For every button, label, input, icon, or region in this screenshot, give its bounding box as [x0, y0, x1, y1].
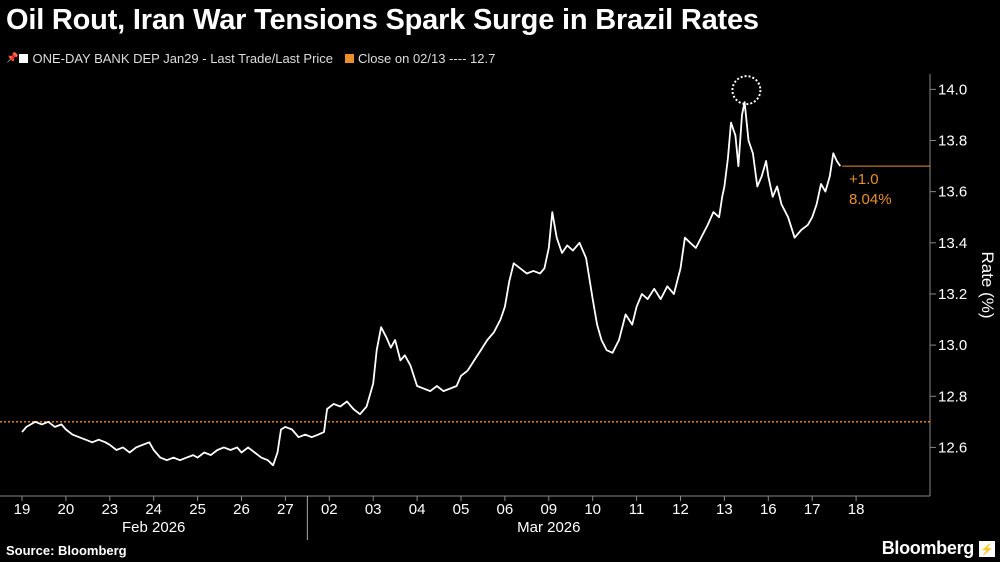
x-tick-label: 26 — [233, 501, 250, 518]
x-tick-label: 17 — [804, 501, 821, 518]
y-tick-label: 13.8 — [938, 132, 967, 149]
x-tick-label: 24 — [145, 501, 162, 518]
x-tick-label: 23 — [101, 501, 118, 518]
x-tick-label: 25 — [189, 501, 206, 518]
y-tick-label: 13.6 — [938, 184, 967, 201]
y-tick-label: 12.8 — [938, 388, 967, 405]
x-tick-label: 16 — [760, 501, 777, 518]
x-tick-label: 19 — [14, 501, 31, 518]
x-tick-label: 11 — [629, 501, 645, 518]
pct-annotation: 8.04% — [849, 191, 892, 208]
y-tick-label: 13.4 — [938, 235, 967, 252]
y-axis-label: Rate (%) — [978, 251, 997, 318]
x-tick-label: 03 — [365, 501, 382, 518]
x-tick-label: 18 — [848, 501, 865, 518]
bloomberg-mark-icon: ⚡ — [979, 541, 995, 557]
pin-icon: 📌 — [6, 53, 19, 64]
series-legend-label: ONE-DAY BANK DEP Jan29 - Last Trade/Last… — [32, 51, 334, 66]
y-tick-label: 14.0 — [938, 81, 967, 98]
reference-legend-label: Close on 02/13 ---- 12.7 — [358, 51, 496, 66]
x-month-label: Mar 2026 — [517, 519, 580, 536]
series-line — [21, 101, 842, 467]
series-swatch — [19, 54, 29, 63]
y-tick-label: 13.0 — [938, 337, 967, 354]
chart-legend: 📌 ONE-DAY BANK DEP Jan29 - Last Trade/La… — [6, 51, 495, 66]
bloomberg-logo: Bloomberg — [881, 538, 975, 558]
x-tick-label: 20 — [58, 501, 75, 518]
source-note: Source: Bloomberg — [6, 543, 127, 558]
change-annotation: +1.0 — [849, 171, 879, 188]
x-tick-label: 10 — [584, 501, 601, 518]
x-tick-label: 13 — [716, 501, 733, 518]
x-month-label: Feb 2026 — [122, 519, 185, 536]
high-marker — [731, 75, 762, 106]
chart-title: Oil Rout, Iran War Tensions Spark Surge … — [6, 4, 759, 36]
x-tick-label: 05 — [453, 501, 470, 518]
y-tick-label: 12.6 — [938, 439, 967, 456]
x-tick-label: 12 — [672, 501, 689, 518]
x-tick-label: 27 — [277, 501, 294, 518]
y-tick-label: 13.2 — [938, 286, 967, 303]
reference-swatch — [345, 54, 355, 63]
x-tick-label: 02 — [321, 501, 338, 518]
x-tick-label: 06 — [497, 501, 514, 518]
x-tick-label: 04 — [409, 501, 426, 518]
x-tick-label: 09 — [540, 501, 557, 518]
